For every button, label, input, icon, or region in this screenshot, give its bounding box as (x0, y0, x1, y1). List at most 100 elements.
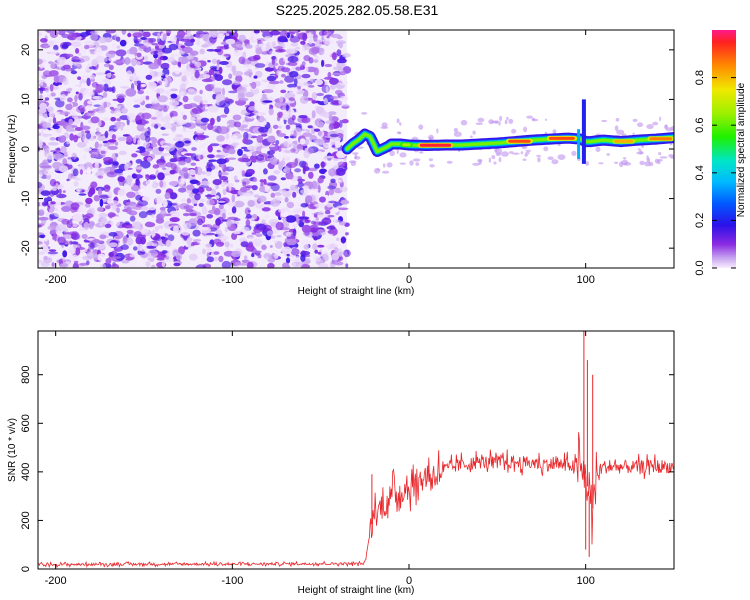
noise-blob (178, 56, 183, 63)
noise-blob (224, 97, 229, 102)
noise-blob (318, 262, 329, 268)
ridge-halo (571, 150, 577, 156)
noise-blob (263, 178, 267, 185)
noise-blob (182, 212, 190, 217)
noise-blob (87, 100, 95, 105)
noise-blob (303, 244, 310, 250)
noise-blob (62, 41, 72, 47)
noise-blob (111, 43, 117, 50)
noise-blob (100, 263, 107, 268)
noise-blob (264, 188, 273, 193)
noise-blob (302, 104, 306, 112)
noise-blob (182, 95, 189, 103)
noise-blob (278, 125, 282, 129)
noise-blob (131, 58, 137, 67)
noise-blob (38, 241, 43, 245)
noise-blob (314, 79, 323, 86)
noise-blob (116, 118, 121, 122)
noise-blob (234, 30, 238, 34)
noise-blob (313, 59, 319, 63)
noise-blob (187, 90, 198, 95)
noise-blob (85, 132, 92, 140)
noise-blob (43, 128, 49, 135)
noise-blob (38, 113, 44, 116)
noise-blob (169, 210, 180, 218)
ridge-halo (508, 118, 514, 124)
noise-blob (76, 189, 81, 194)
noise-blob (278, 208, 286, 213)
noise-blob (38, 132, 42, 137)
noise-blob (49, 137, 56, 141)
ridge-halo (409, 160, 414, 166)
ridge-hotspot-core (649, 137, 672, 141)
noise-blob (256, 135, 264, 143)
noise-blob (200, 198, 206, 203)
noise-blob (286, 161, 297, 169)
noise-blob (74, 64, 81, 67)
noise-blob (256, 154, 265, 162)
noise-blob (188, 192, 194, 198)
noise-blob (137, 90, 144, 95)
noise-blob (92, 239, 101, 244)
noise-blob (289, 71, 299, 78)
ridge-halo (472, 162, 480, 166)
noise-blob (106, 171, 118, 178)
noise-blob (199, 89, 203, 95)
noise-blob (343, 249, 351, 258)
noise-blob (155, 109, 163, 118)
noise-blob (206, 247, 212, 253)
colorbar-ticks: 0.0 0.2 0.4 0.6 0.8 (694, 70, 736, 276)
noise-blob (161, 250, 168, 254)
noise-blob (49, 84, 54, 92)
noise-blob (227, 201, 236, 207)
noise-blob (251, 81, 257, 89)
noise-blob (242, 137, 249, 144)
noise-blob (155, 217, 165, 224)
noise-blob (180, 50, 185, 55)
noise-blob (197, 173, 204, 181)
noise-blob (84, 45, 90, 50)
noise-blob (59, 242, 65, 246)
noise-blob (105, 258, 112, 265)
noise-blob (204, 103, 208, 108)
noise-blob (337, 161, 346, 167)
noise-blob (157, 172, 165, 181)
noise-blob (121, 30, 127, 35)
ridge-halo (639, 150, 643, 155)
noise-blob (99, 198, 104, 207)
noise-blob (260, 30, 270, 34)
colorbar-gradient (712, 30, 736, 268)
spectrogram-y-label: Frequency (Hz) (7, 115, 18, 184)
noise-blob (166, 261, 175, 265)
ridge-halo (544, 118, 548, 122)
noise-blob (284, 136, 289, 139)
noise-blob (287, 61, 298, 66)
ridge-halo (632, 118, 638, 122)
noise-blob (135, 194, 142, 201)
noise-blob (57, 56, 67, 64)
y-tick-label: 0 (20, 146, 32, 152)
noise-blob (301, 73, 311, 79)
noise-blob (244, 255, 248, 261)
noise-blob (126, 135, 133, 143)
noise-blob (314, 256, 322, 262)
noise-blob (209, 143, 220, 147)
ridge-halo (547, 156, 554, 160)
noise-blob (151, 116, 158, 120)
noise-blob (292, 191, 297, 198)
noise-blob (111, 134, 117, 141)
ridge-halo (664, 124, 668, 128)
noise-blob (259, 179, 265, 183)
noise-blob (139, 245, 147, 252)
noise-blob (207, 104, 219, 113)
noise-blob (126, 191, 136, 198)
noise-blob (201, 171, 206, 175)
noise-blob (212, 35, 218, 38)
noise-blob (254, 63, 266, 68)
ridge-halo (357, 146, 364, 149)
noise-blob (73, 181, 79, 187)
noise-blob (150, 105, 155, 109)
noise-blob (224, 226, 229, 233)
snr-panel: -200 -100 0 100 0 200 400 600 800 Height of str… (7, 330, 675, 596)
noise-blob (282, 262, 290, 268)
